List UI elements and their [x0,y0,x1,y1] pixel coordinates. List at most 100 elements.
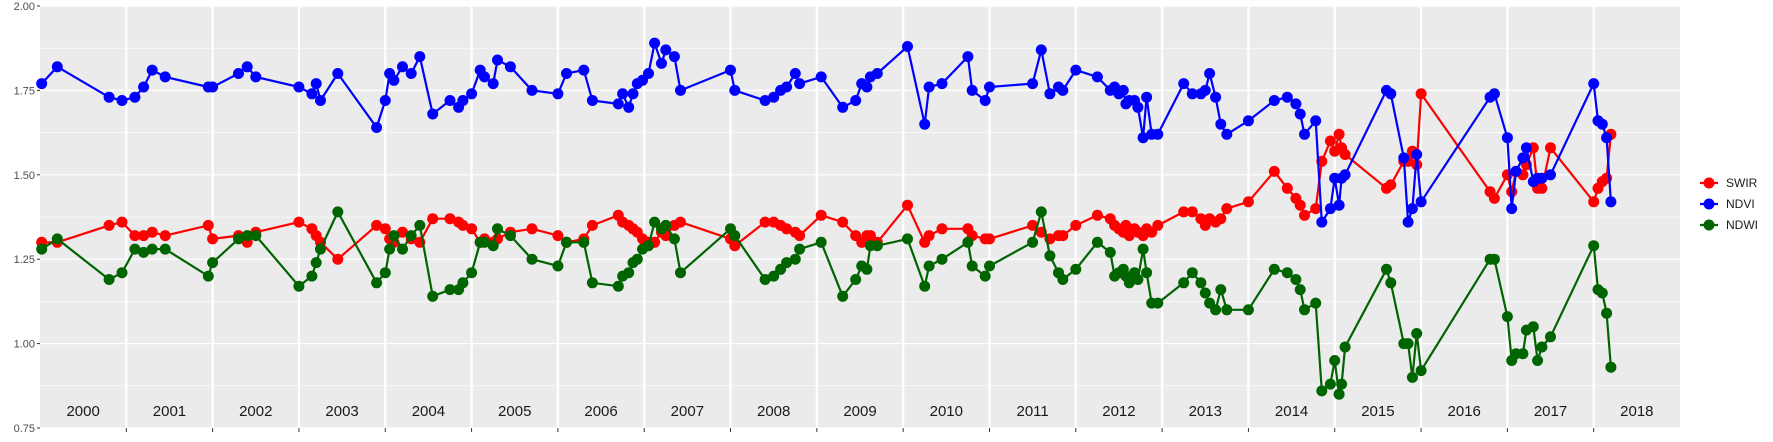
data-point [414,219,426,231]
data-point [1132,274,1144,285]
data-point [668,233,680,245]
data-point [1152,219,1164,231]
data-point [1178,206,1190,218]
data-point [51,233,63,245]
data-point [643,240,654,252]
data-point [138,81,150,93]
year-label: 2018 [1620,403,1653,420]
data-point [1545,169,1556,181]
year-label: 2000 [66,403,99,420]
data-point [1141,91,1153,103]
data-point [781,223,793,235]
data-point [1152,128,1164,140]
data-point [487,240,499,252]
data-point [1588,78,1600,90]
data-point [1057,274,1069,285]
data-point [427,108,439,120]
year-label: 2011 [1016,403,1048,420]
data-point [1137,132,1149,144]
data-point [457,95,469,106]
year-label: 2005 [498,403,531,420]
legend-item-swir: SWIR [1700,176,1758,190]
data-point [1199,287,1211,299]
data-point [962,236,974,248]
year-label: 2017 [1534,403,1567,420]
data-point [759,216,771,228]
data-point [241,230,253,242]
data-point [1333,128,1345,140]
data-point [1411,149,1423,160]
data-point [1324,378,1336,390]
data-point [1596,118,1608,130]
year-labels: 2000 2001 2002 2003 2004 2005 2006 2007 2008 2009… [66,403,1653,420]
data-point [457,219,469,231]
year-label: 2015 [1361,403,1394,420]
data-point [379,267,391,279]
data-point [1091,71,1103,83]
data-point [310,257,322,269]
data-point [1091,209,1103,221]
data-point [1117,84,1129,96]
data-point [138,246,150,258]
data-point [332,253,344,265]
data-point [1415,196,1427,208]
data-point [1324,203,1336,215]
data-point [1488,253,1500,265]
data-point [1310,203,1322,215]
data-point [371,219,383,231]
data-point [1385,179,1397,191]
data-point [1141,267,1153,279]
data-point [552,88,564,100]
data-point [1316,216,1328,228]
data-point [250,71,262,83]
data-point [1044,250,1056,262]
data-point [794,230,806,242]
data-point [444,95,456,106]
data-point [1120,219,1132,231]
data-point [1385,277,1397,289]
legend-label: NDVI [1726,197,1755,211]
data-point [1601,132,1613,144]
data-point [923,230,935,242]
data-point [1027,78,1039,90]
data-point [116,216,128,228]
data-point [103,91,115,103]
data-point [1215,118,1227,130]
data-point [1268,263,1280,275]
data-point [902,199,913,211]
data-point [1299,304,1310,316]
data-point [116,95,128,106]
data-point [1281,182,1293,194]
data-point [668,51,680,63]
data-point [902,41,913,52]
data-point [966,260,978,272]
data-point [1281,267,1293,279]
data-point [250,230,262,242]
data-point [1605,361,1617,373]
data-point [1195,277,1207,289]
y-tick-label: 1.75 [14,85,35,97]
data-point [129,91,141,103]
data-point [293,81,305,93]
data-point [1070,263,1082,275]
data-point [1210,304,1222,316]
data-point [1186,88,1198,100]
data-point [504,230,516,242]
year-label: 2001 [153,403,186,420]
data-point [36,243,48,255]
data-point [1316,385,1328,397]
data-point [1488,88,1500,100]
data-point [1385,88,1397,100]
data-point [405,68,417,79]
data-point [1501,311,1513,323]
data-point [492,223,503,235]
data-point [1601,307,1613,319]
legend-key-dot [1703,198,1715,210]
data-point [1186,267,1198,279]
data-point [861,263,873,275]
data-point [1329,355,1341,366]
data-point [332,68,344,79]
data-point [397,226,408,238]
data-point [487,78,499,90]
